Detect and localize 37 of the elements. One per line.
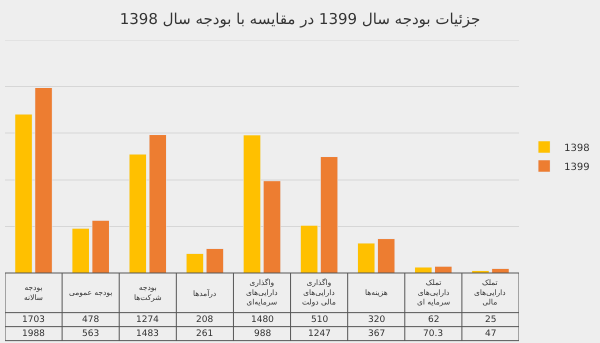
data-label: 1483	[136, 329, 159, 339]
bar	[434, 266, 452, 273]
bar	[300, 225, 318, 273]
data-label: 70.3	[423, 329, 444, 339]
data-label: 208	[196, 315, 214, 325]
chart-title: جزئیات بودجه سال 1399 در مقایسه با بودجه سال 1398	[120, 10, 480, 28]
bar	[14, 114, 32, 273]
data-label: 510	[311, 315, 328, 325]
bar	[377, 238, 396, 273]
bar	[263, 180, 281, 273]
bar	[186, 253, 204, 273]
bar	[243, 134, 261, 273]
data-label: 1703	[22, 315, 45, 325]
bar	[92, 220, 110, 273]
data-label: 25	[485, 315, 496, 325]
data-label: 367	[368, 329, 386, 339]
bar	[320, 156, 338, 273]
bar	[148, 134, 167, 273]
data-label: 563	[82, 329, 100, 339]
bar	[72, 228, 90, 273]
data-label: 320	[368, 315, 386, 325]
data-label: 47	[485, 329, 496, 339]
data-label: 1480	[251, 315, 274, 325]
bar	[34, 87, 52, 273]
data-label: 1247	[308, 329, 331, 339]
legend-label: 1399	[564, 162, 590, 173]
data-label: 261	[196, 329, 214, 339]
data-label: 988	[254, 329, 272, 339]
data-label: 1988	[22, 329, 46, 339]
bar	[128, 154, 147, 273]
bar	[357, 242, 376, 273]
data-label: 62	[428, 315, 440, 325]
data-label: 478	[82, 315, 100, 325]
bar	[206, 248, 224, 273]
bar	[414, 266, 432, 273]
data-label: 1274	[136, 315, 160, 325]
legend-label: 1398	[564, 142, 590, 154]
